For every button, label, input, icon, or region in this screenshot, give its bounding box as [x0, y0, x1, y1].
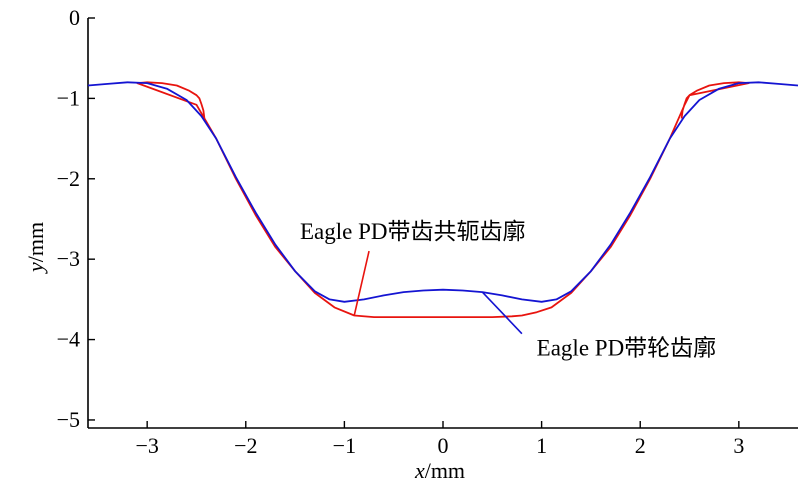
- y-axis-unit: /mm: [23, 222, 48, 262]
- annotation-label: Eagle PD带齿共轭齿廓: [300, 219, 526, 244]
- annotation-layer: Eagle PD带齿共轭齿廓 Eagle PD带轮齿廓: [300, 219, 716, 361]
- x-axis-label: x/mm: [414, 458, 465, 483]
- annotation-label: Eagle PD带轮齿廓: [537, 336, 717, 361]
- y-axis-variable: y: [23, 262, 48, 274]
- y-tick-label: −4: [57, 327, 80, 352]
- x-axis-variable: x: [414, 458, 425, 483]
- annotation-leader: [481, 291, 523, 335]
- x-tick-label: −2: [234, 433, 257, 458]
- x-axis-unit: /mm: [425, 458, 465, 483]
- y-tick-label: −3: [57, 246, 80, 271]
- series-line-pulley-profile: [87, 81, 799, 303]
- x-tick-label: 3: [733, 433, 744, 458]
- x-tick-label: −3: [135, 433, 158, 458]
- y-tick-label: −2: [57, 166, 80, 191]
- annotation-leader: [353, 250, 370, 316]
- series-line-conjugate-profile: [136, 81, 750, 318]
- x-tick-label: 2: [635, 433, 646, 458]
- tick-layer: −3 −2 −1 0 1 2 3 0 −1 −2 −3 −4 −5: [57, 5, 745, 458]
- y-axis-label: y/mm: [23, 222, 48, 274]
- y-tick-label: 0: [69, 5, 80, 30]
- y-tick-label: −1: [57, 85, 80, 110]
- x-tick-label: 0: [438, 433, 449, 458]
- y-tick-label: −5: [57, 407, 80, 432]
- series-layer: [87, 81, 799, 318]
- x-tick-label: 1: [536, 433, 547, 458]
- x-tick-label: −1: [333, 433, 356, 458]
